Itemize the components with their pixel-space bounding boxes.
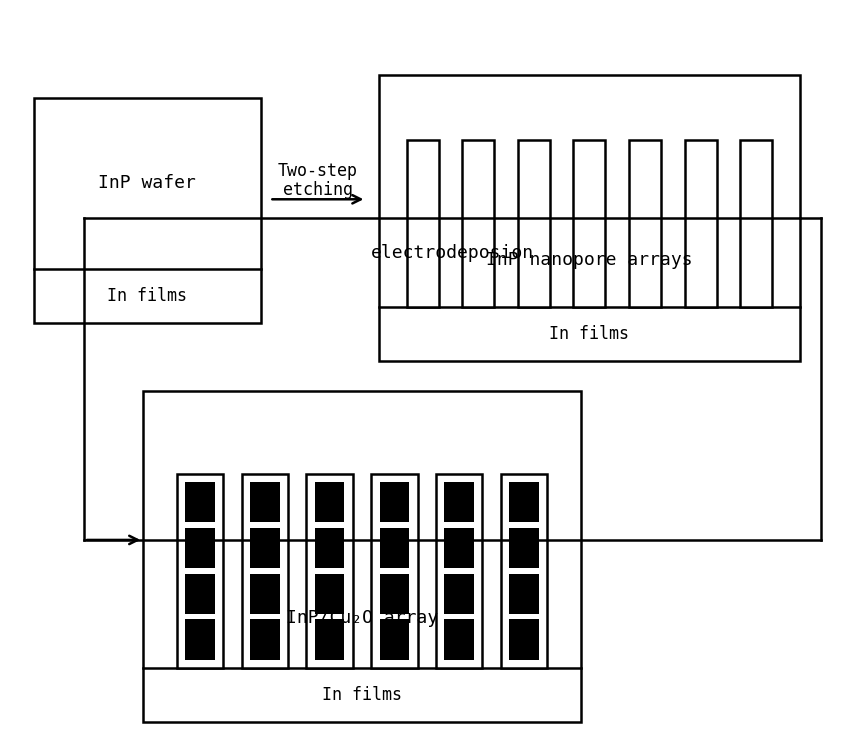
Text: In films: In films [107,287,188,305]
Bar [380,620,409,660]
Bar [315,528,344,569]
Bar [380,574,409,614]
Text: InP/Cu₂O array: InP/Cu₂O array [286,609,438,627]
Bar [740,140,772,307]
Bar [250,620,280,660]
Bar [380,528,409,569]
Bar [250,574,280,614]
Text: In films: In films [549,325,630,343]
Bar [445,482,474,523]
Text: electrodeposion: electrodeposion [371,244,534,262]
Bar [185,528,215,569]
Bar [445,620,474,660]
Text: etching: etching [283,180,353,199]
Bar [185,620,215,660]
Bar [315,620,344,660]
Bar [379,75,800,361]
Bar [509,482,539,523]
Bar [250,482,280,523]
Bar [407,140,439,307]
Bar [242,474,288,668]
Bar [445,574,474,614]
Bar [509,620,539,660]
Bar [306,474,353,668]
Bar [573,140,605,307]
Text: InP wafer: InP wafer [99,174,196,193]
Bar [185,482,215,523]
Bar [509,574,539,614]
Bar [629,140,661,307]
Bar [143,391,581,722]
Bar [445,528,474,569]
Bar [177,474,223,668]
Bar [436,474,482,668]
Bar [315,574,344,614]
Bar [250,528,280,569]
Bar [315,482,344,523]
Text: InP nanopore arrays: InP nanopore arrays [486,251,693,269]
Bar [34,98,261,323]
Bar [501,474,547,668]
Bar [371,474,418,668]
Text: In films: In films [322,686,402,704]
Bar [185,574,215,614]
Bar [685,140,717,307]
Text: Two-step: Two-step [278,162,358,180]
Bar [462,140,494,307]
Bar [509,528,539,569]
Bar [518,140,550,307]
Bar [380,482,409,523]
